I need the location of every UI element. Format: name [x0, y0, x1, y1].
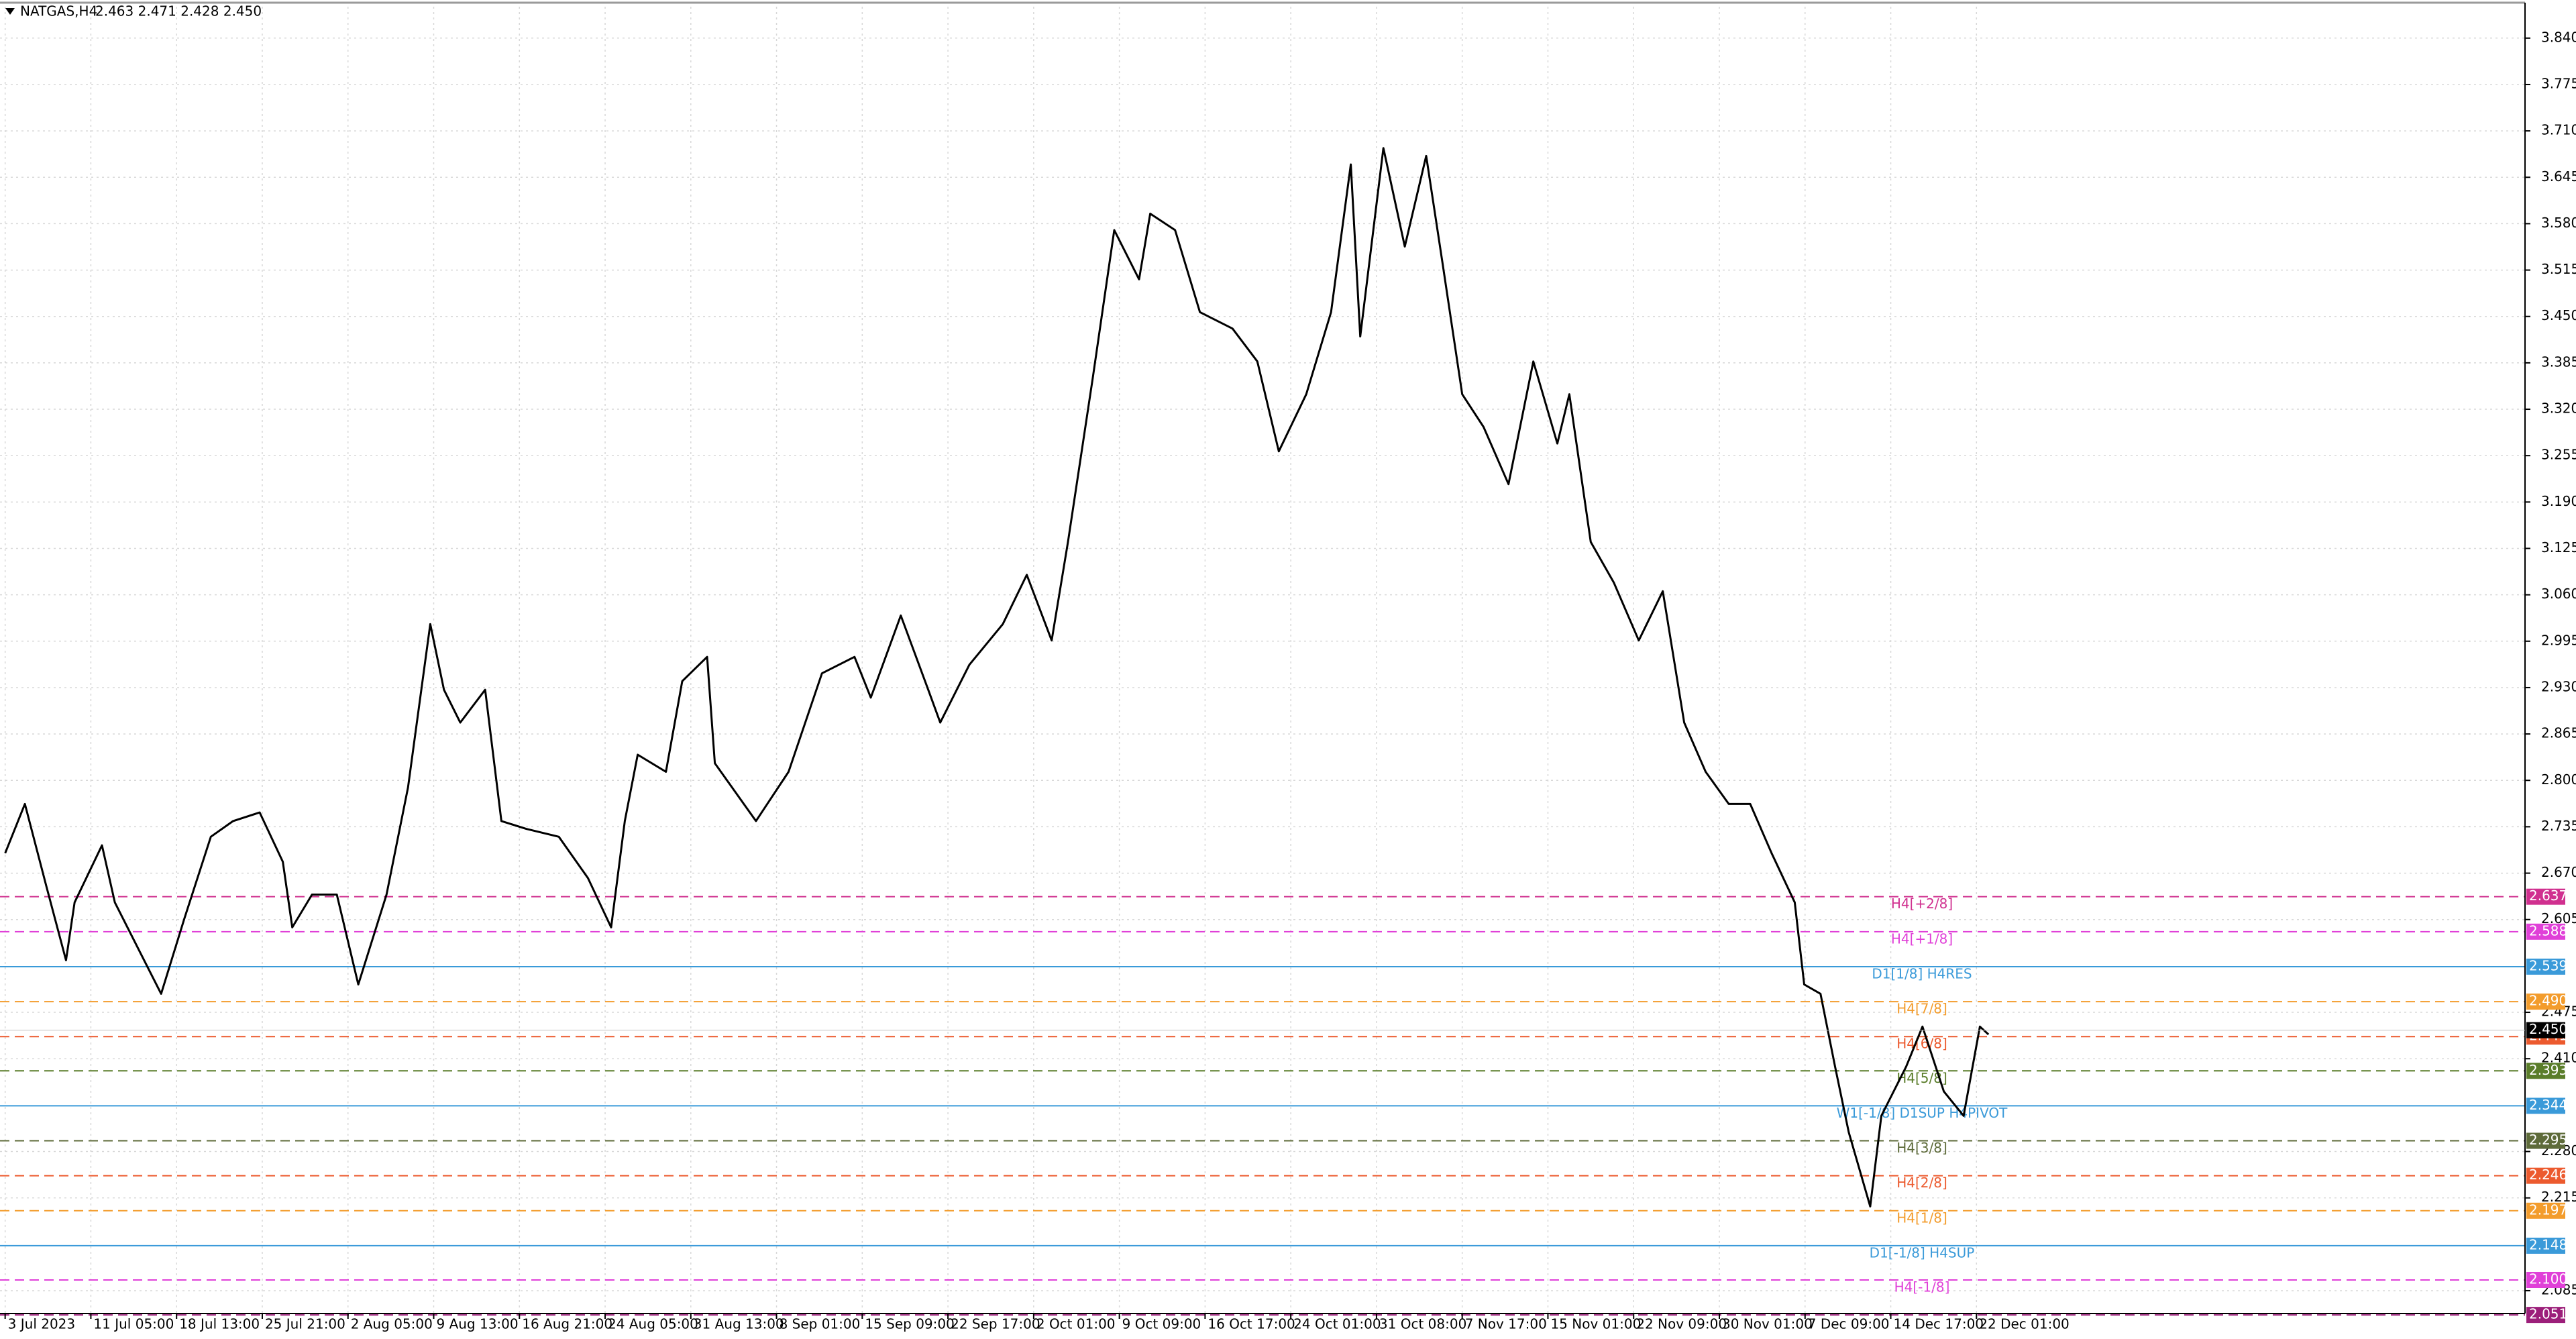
level-price-box — [2526, 958, 2565, 975]
levels: H4[+2/8] H4[+1/8] D1[1/8] H4RES H4[7/8] H4[6… — [0, 896, 2525, 1316]
y-tick-label: 3.385 — [2541, 354, 2576, 370]
level-price-label: 2.637 — [2529, 888, 2567, 904]
level-label: H4[6/8] — [1896, 1036, 1947, 1052]
grid — [0, 7, 2525, 1314]
x-tick-label: 9 Aug 13:00 — [436, 1316, 518, 1332]
level-price-label: 2.051 — [2529, 1306, 2567, 1322]
x-tick-label: 22 Dec 01:00 — [1979, 1316, 2070, 1332]
level-price-label: 2.588 — [2529, 922, 2567, 939]
level-price-label: 2.197 — [2529, 1201, 2567, 1218]
y-tick-label: 3.060 — [2541, 586, 2576, 602]
y-tick-label: 2.215 — [2541, 1189, 2576, 1205]
axes: 3.840 3.775 3.710 3.645 3.580 3.515 3.450 3.385… — [0, 29, 2576, 1332]
y-tick-label: 2.800 — [2541, 771, 2576, 788]
x-tick-label: 16 Oct 17:00 — [1208, 1316, 1295, 1332]
level-price-box — [2526, 888, 2565, 905]
level-label: H4[1/8] — [1896, 1210, 1947, 1226]
level-price-box — [2526, 1202, 2565, 1219]
price-line — [4, 147, 1990, 1208]
plot — [4, 147, 1990, 1208]
level-price-box — [2526, 994, 2565, 1010]
level-label: H4[2/8] — [1896, 1175, 1947, 1191]
quote: 2.463 2.471 2.428 2.450 — [95, 3, 262, 19]
y-tick-label: 2.995 — [2541, 632, 2576, 648]
level-price-box — [2526, 1063, 2565, 1079]
x-tick-label: 2 Oct 01:00 — [1036, 1316, 1116, 1332]
level-price-box — [2526, 1167, 2565, 1184]
x-tick-label: 15 Nov 01:00 — [1550, 1316, 1641, 1332]
x-tick-label: 18 Jul 13:00 — [179, 1316, 260, 1332]
y-tick-label: 3.255 — [2541, 447, 2576, 463]
level-price-label: 2.393 — [2529, 1062, 2567, 1078]
x-tick-label: 16 Aug 21:00 — [522, 1316, 612, 1332]
x-tick-label: 3 Jul 2023 — [8, 1316, 75, 1332]
level-label: H4[7/8] — [1896, 1001, 1947, 1017]
level-price-box — [2526, 1097, 2565, 1114]
x-tick-label: 22 Sep 17:00 — [951, 1316, 1040, 1332]
y-tick-label: 2.735 — [2541, 818, 2576, 834]
level-price-label: 2.295 — [2529, 1132, 2567, 1148]
x-tick-label: 31 Oct 08:00 — [1379, 1316, 1466, 1332]
level-price-box — [2526, 1237, 2565, 1254]
level-label: W1[-1/8] D1SUP H4PIVOT — [1837, 1105, 2008, 1121]
x-tick-label: 2 Aug 05:00 — [351, 1316, 433, 1332]
last-price-box — [2526, 1022, 2565, 1038]
symbol: NATGAS,H4 — [20, 3, 97, 19]
x-tick-label: 22 Nov 09:00 — [1636, 1316, 1727, 1332]
level-label: H4[-1/8] — [1894, 1279, 1950, 1295]
x-tick-label: 9 Oct 09:00 — [1122, 1316, 1201, 1332]
y-tick-label: 2.865 — [2541, 725, 2576, 741]
level-price-label: 2.148 — [2529, 1236, 2567, 1252]
level-price-label: 2.100 — [2529, 1271, 2567, 1287]
level-label: H4[+1/8] — [1891, 930, 1953, 947]
y-tick-label: 3.710 — [2541, 122, 2576, 138]
last-price-label: 2.450 — [2529, 1021, 2567, 1037]
x-tick-label: 14 Dec 17:00 — [1894, 1316, 1984, 1332]
y-tick-label: 3.125 — [2541, 539, 2576, 555]
y-tick-label: 3.840 — [2541, 29, 2576, 45]
level-price-box — [2526, 923, 2565, 940]
y-tick-label: 3.645 — [2541, 168, 2576, 184]
y-tick-label: 3.450 — [2541, 307, 2576, 323]
level-price-label: 2.344 — [2529, 1097, 2567, 1113]
x-tick-label: 7 Dec 09:00 — [1808, 1316, 1890, 1332]
level-label: D1[-1/8] H4SUP — [1870, 1244, 1975, 1261]
x-tick-label: 25 Jul 21:00 — [265, 1316, 345, 1332]
x-tick-label: 30 Nov 01:00 — [1722, 1316, 1813, 1332]
y-tick-label: 2.670 — [2541, 864, 2576, 880]
level-label: H4[+2/8] — [1891, 896, 1953, 912]
x-tick-label: 24 Oct 01:00 — [1293, 1316, 1381, 1332]
y-tick-label: 3.580 — [2541, 215, 2576, 231]
level-price-box — [2526, 1132, 2565, 1149]
x-tick-label: 7 Nov 17:00 — [1465, 1316, 1547, 1332]
x-tick-label: 8 Sep 01:00 — [780, 1316, 861, 1332]
y-tick-label: 3.775 — [2541, 75, 2576, 91]
level-label: H4[3/8] — [1896, 1140, 1947, 1156]
y-tick-label: 3.190 — [2541, 493, 2576, 509]
level-label: D1[1/8] H4RES — [1872, 965, 1972, 981]
y-tick-label: 3.320 — [2541, 400, 2576, 417]
y-tick-label: 2.930 — [2541, 678, 2576, 694]
symbol-menu-icon[interactable] — [5, 8, 15, 15]
x-tick-label: 31 Aug 13:00 — [694, 1316, 784, 1332]
x-tick-label: 11 Jul 05:00 — [93, 1316, 174, 1332]
level-price-label: 2.246 — [2529, 1167, 2567, 1183]
level-price-label: 2.539 — [2529, 957, 2567, 973]
level-price-box — [2526, 1307, 2565, 1324]
y-tick-label: 3.515 — [2541, 261, 2576, 277]
x-tick-label: 24 Aug 05:00 — [608, 1316, 698, 1332]
level-price-box — [2526, 1271, 2565, 1288]
x-tick-label: 15 Sep 09:00 — [865, 1316, 955, 1332]
level-price-label: 2.490 — [2529, 993, 2567, 1009]
